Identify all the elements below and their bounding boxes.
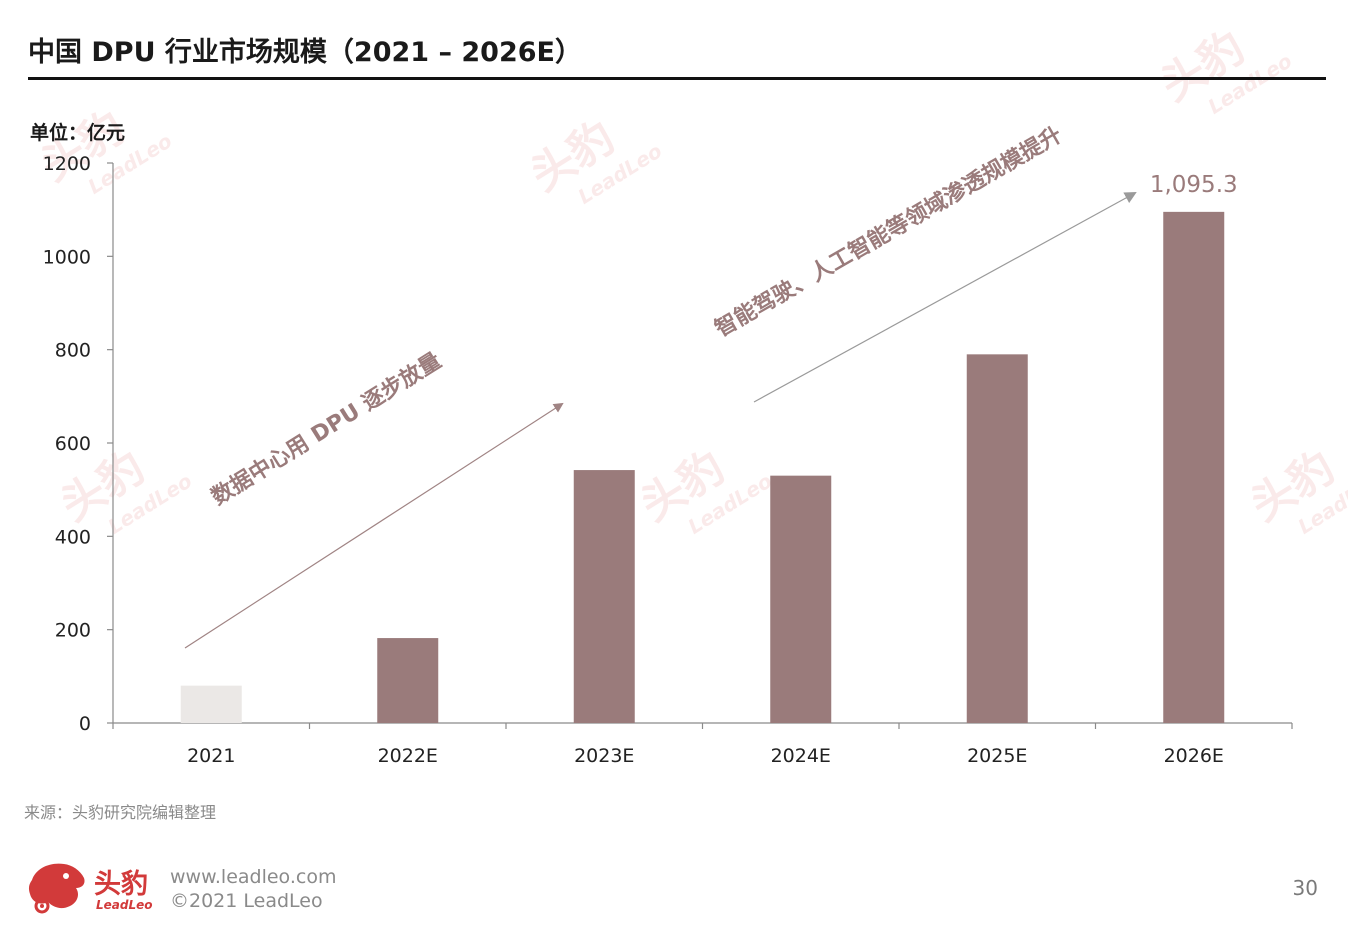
trend-arrow bbox=[184, 402, 564, 649]
x-tick-label: 2023E bbox=[574, 745, 634, 767]
y-tick-label: 800 bbox=[55, 340, 91, 362]
leadleo-logo-icon bbox=[28, 863, 85, 914]
bars bbox=[180, 211, 1225, 724]
y-tick-label: 1000 bbox=[43, 246, 91, 268]
unit-label: 单位：亿元 bbox=[30, 122, 126, 144]
annotation-label: 数据中心用 DPU 逐步放量 bbox=[207, 348, 446, 511]
trend-arrow bbox=[753, 192, 1137, 403]
x-tick-label: 2026E bbox=[1164, 745, 1224, 767]
page-number: 30 bbox=[1292, 876, 1318, 900]
source-note: 来源：头豹研究院编辑整理 bbox=[24, 803, 217, 822]
copyright: ©2021 LeadLeo bbox=[170, 890, 323, 912]
y-axis: 0 200 400 600 800 1000 1200 bbox=[43, 153, 114, 735]
website-link[interactable]: www.leadleo.com bbox=[170, 866, 337, 888]
bar bbox=[573, 470, 635, 723]
brand-name-en: LeadLeo bbox=[96, 898, 153, 912]
y-tick-label: 600 bbox=[55, 433, 91, 455]
y-tick-label: 200 bbox=[55, 620, 91, 642]
title-divider bbox=[28, 77, 1326, 80]
page-title: 中国 DPU 行业市场规模（2021 – 2026E） bbox=[28, 37, 582, 68]
y-tick-label: 0 bbox=[79, 713, 91, 735]
x-tick-label: 2021 bbox=[187, 745, 235, 767]
annotation-label: 智能驾驶、人工智能等领域渗透规模提升 bbox=[711, 122, 1067, 343]
brand-name: 头豹 bbox=[94, 869, 148, 900]
bar bbox=[770, 475, 832, 723]
x-tick-label: 2024E bbox=[771, 745, 831, 767]
x-axis: 2021 2022E 2023E 2024E 2025E 2026E bbox=[112, 722, 1293, 767]
x-tick-label: 2022E bbox=[378, 745, 438, 767]
y-tick-label: 1200 bbox=[43, 153, 91, 175]
bar bbox=[1163, 211, 1225, 724]
bar bbox=[966, 354, 1028, 723]
bar bbox=[377, 638, 439, 723]
data-label: 1,095.3 bbox=[1150, 172, 1238, 198]
x-tick-label: 2025E bbox=[967, 745, 1027, 767]
bar bbox=[180, 685, 242, 723]
data-labels: 1,095.3 bbox=[1150, 172, 1238, 198]
y-tick-label: 400 bbox=[55, 526, 91, 548]
